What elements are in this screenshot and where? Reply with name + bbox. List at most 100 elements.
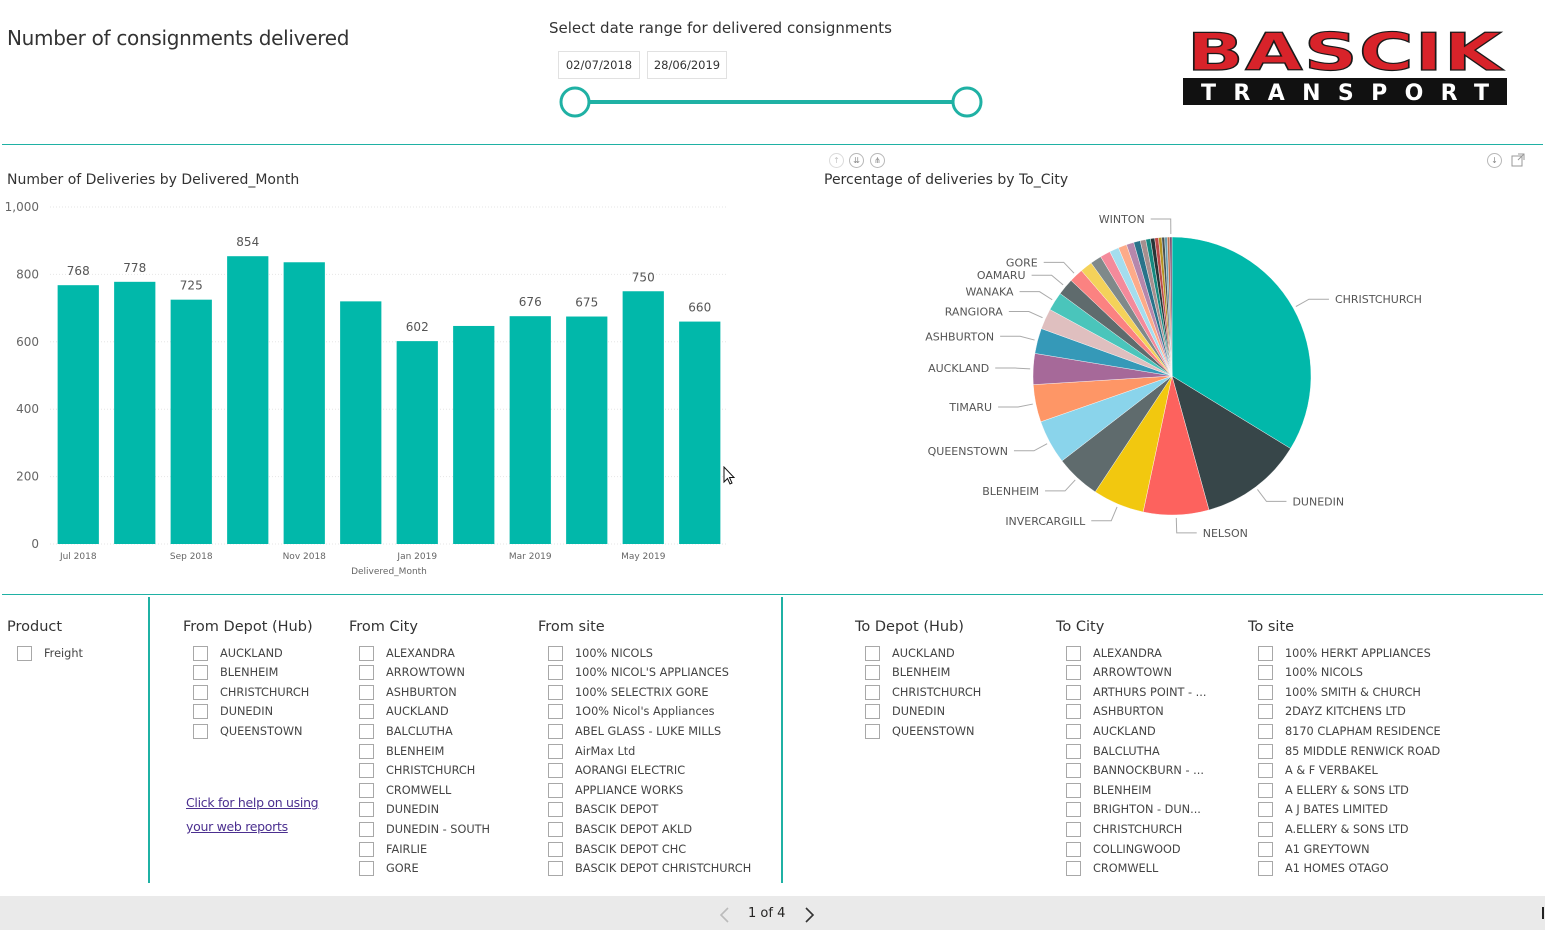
pie-slice[interactable] xyxy=(1171,375,1291,511)
checkbox[interactable] xyxy=(359,802,374,818)
checkbox[interactable] xyxy=(1066,763,1081,779)
checkbox[interactable] xyxy=(865,665,880,681)
slicer-option[interactable]: CHRISTCHURCH xyxy=(865,682,981,702)
drill-down-all-icon[interactable]: ⇊ xyxy=(849,153,864,168)
slicer-option[interactable]: CROMWELL xyxy=(1066,859,1158,879)
bar[interactable] xyxy=(170,299,212,544)
checkbox[interactable] xyxy=(1066,782,1081,798)
checkbox[interactable] xyxy=(359,723,374,739)
slicer-option[interactable]: DUNEDIN xyxy=(193,702,273,722)
bar[interactable] xyxy=(57,285,99,544)
slicer-option[interactable]: AUCKLAND xyxy=(865,643,955,663)
checkbox[interactable] xyxy=(193,665,208,681)
expand-hierarchy-icon[interactable]: ⋔ xyxy=(870,153,885,168)
slider-start-handle[interactable] xyxy=(559,86,591,118)
checkbox[interactable] xyxy=(1258,723,1273,739)
slicer-option[interactable]: ARROWTOWN xyxy=(359,663,465,683)
checkbox[interactable] xyxy=(359,861,374,877)
slicer-option[interactable]: QUEENSTOWN xyxy=(865,721,974,741)
checkbox[interactable] xyxy=(359,704,374,720)
checkbox[interactable] xyxy=(1066,684,1081,700)
checkbox[interactable] xyxy=(1258,841,1273,857)
checkbox[interactable] xyxy=(865,684,880,700)
slicer-option[interactable]: BRIGHTON - DUN... xyxy=(1066,800,1201,820)
checkbox[interactable] xyxy=(359,763,374,779)
checkbox[interactable] xyxy=(359,665,374,681)
drill-mode-icon[interactable]: ↓ xyxy=(1487,153,1502,168)
slicer-option[interactable]: BASCIK DEPOT xyxy=(548,800,658,820)
bar[interactable] xyxy=(340,301,382,544)
slicer-option[interactable]: A ELLERY & SONS LTD xyxy=(1258,780,1409,800)
slicer-option[interactable]: ABEL GLASS - LUKE MILLS xyxy=(548,721,721,741)
slicer-option[interactable]: CHRISTCHURCH xyxy=(193,682,309,702)
checkbox[interactable] xyxy=(1066,802,1081,818)
checkbox[interactable] xyxy=(359,782,374,798)
checkbox[interactable] xyxy=(1066,723,1081,739)
checkbox[interactable] xyxy=(359,645,374,661)
checkbox[interactable] xyxy=(1066,743,1081,759)
slicer-option[interactable]: 85 MIDDLE RENWICK ROAD xyxy=(1258,741,1440,761)
checkbox[interactable] xyxy=(1258,802,1273,818)
checkbox[interactable] xyxy=(1066,841,1081,857)
slicer-option[interactable]: 100% HERKT APPLIANCES xyxy=(1258,643,1431,663)
slicer-option[interactable]: BLENHEIM xyxy=(193,663,278,683)
date-range-slider[interactable] xyxy=(555,84,990,122)
slicer-option[interactable]: 100% SMITH & CHURCH xyxy=(1258,682,1421,702)
checkbox[interactable] xyxy=(359,684,374,700)
checkbox[interactable] xyxy=(1066,821,1081,837)
chevron-left-icon[interactable] xyxy=(718,906,732,924)
checkbox[interactable] xyxy=(548,861,563,877)
slicer-option[interactable]: DUNEDIN - SOUTH xyxy=(359,819,490,839)
slicer-option[interactable]: ASHBURTON xyxy=(1066,702,1164,722)
checkbox[interactable] xyxy=(548,841,563,857)
checkbox[interactable] xyxy=(865,645,880,661)
checkbox[interactable] xyxy=(17,645,32,661)
slicer-option[interactable]: BLENHEIM xyxy=(359,741,444,761)
slicer-option[interactable]: AORANGI ELECTRIC xyxy=(548,761,685,781)
slicer-option[interactable]: FAIRLIE xyxy=(359,839,427,859)
checkbox[interactable] xyxy=(359,841,374,857)
checkbox[interactable] xyxy=(548,723,563,739)
slicer-option[interactable]: 100% NICOLS xyxy=(1258,663,1363,683)
slicer-option[interactable]: ALEXANDRA xyxy=(1066,643,1162,663)
slicer-option[interactable]: CHRISTCHURCH xyxy=(1066,819,1182,839)
checkbox[interactable] xyxy=(548,665,563,681)
slicer-option[interactable]: A1 GREYTOWN xyxy=(1258,839,1370,859)
pie-slice[interactable] xyxy=(1171,236,1312,449)
slicer-option[interactable]: 2DAYZ KITCHENS LTD xyxy=(1258,702,1406,722)
slicer-option[interactable]: AUCKLAND xyxy=(359,702,449,722)
bar[interactable] xyxy=(566,316,608,544)
checkbox[interactable] xyxy=(1258,782,1273,798)
slicer-option[interactable]: BASCIK DEPOT CHRISTCHURCH xyxy=(548,859,751,879)
bar[interactable] xyxy=(622,291,664,544)
slicer-option[interactable]: BASCIK DEPOT CHC xyxy=(548,839,686,859)
checkbox[interactable] xyxy=(1258,645,1273,661)
slicer-option[interactable]: 100% NICOLS xyxy=(548,643,653,663)
checkbox[interactable] xyxy=(1258,821,1273,837)
checkbox[interactable] xyxy=(1066,665,1081,681)
help-link-line1[interactable]: Click for help on using xyxy=(186,795,319,810)
slicer-option[interactable]: ARROWTOWN xyxy=(1066,663,1172,683)
checkbox[interactable] xyxy=(1258,684,1273,700)
slicer-option[interactable]: DUNEDIN xyxy=(359,800,439,820)
slicer-option[interactable]: CROMWELL xyxy=(359,780,451,800)
checkbox[interactable] xyxy=(359,821,374,837)
slicer-option[interactable]: AirMax Ltd xyxy=(548,741,635,761)
checkbox[interactable] xyxy=(548,782,563,798)
slicer-option[interactable]: ARTHURS POINT - ... xyxy=(1066,682,1206,702)
checkbox[interactable] xyxy=(1066,861,1081,877)
bar[interactable] xyxy=(509,316,551,544)
checkbox[interactable] xyxy=(865,723,880,739)
checkbox[interactable] xyxy=(193,704,208,720)
slicer-option[interactable]: APPLIANCE WORKS xyxy=(548,780,683,800)
slicer-option[interactable]: BALCLUTHA xyxy=(1066,741,1160,761)
focus-mode-icon[interactable] xyxy=(1511,153,1526,167)
deliveries-by-city-pie-chart[interactable]: CHRISTCHURCH DUNEDIN NELSON INVERCARGILL BLE… xyxy=(900,200,1460,560)
checkbox[interactable] xyxy=(193,723,208,739)
slicer-option[interactable]: BLENHEIM xyxy=(1066,780,1151,800)
date-start-input[interactable]: 02/07/2018 xyxy=(558,51,640,79)
pie-slice[interactable] xyxy=(1169,236,1173,377)
bar[interactable] xyxy=(283,262,325,544)
slider-end-handle[interactable] xyxy=(951,86,983,118)
checkbox[interactable] xyxy=(1258,861,1273,877)
